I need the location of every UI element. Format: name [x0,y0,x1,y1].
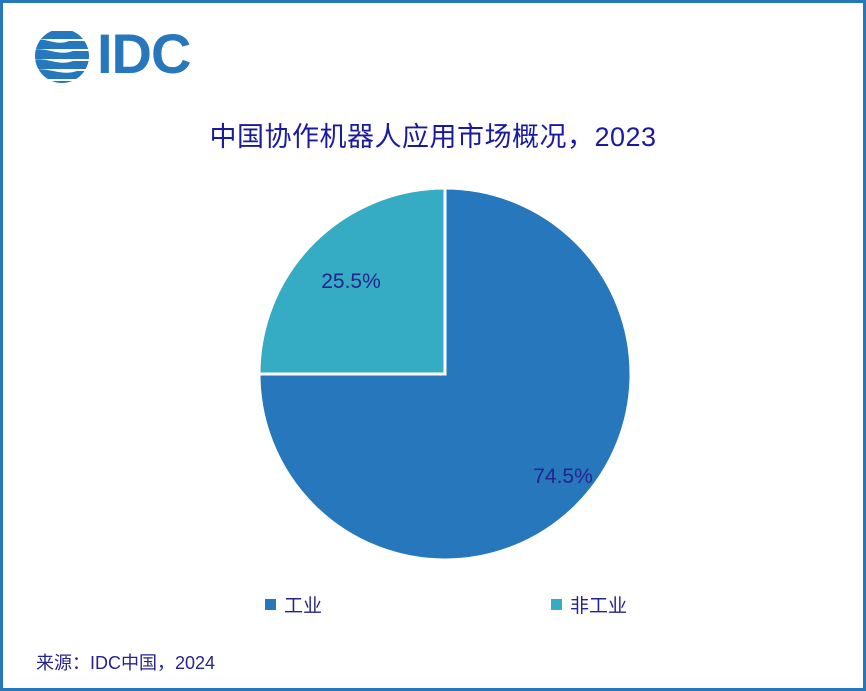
chart-plot-area: 25.5% 74.5% [3,173,863,573]
idc-logo: IDC [33,22,191,85]
pie-label-non-industrial: 25.5% [321,270,381,293]
legend-label-non-industrial: 非工业 [570,596,628,617]
legend-swatch-icon-non-industrial [551,599,562,610]
legend-label-industrial: 工业 [284,596,323,617]
legend-swatch-icon-industrial [265,599,276,610]
legend-item-non-industrial[interactable]: 非工业 [551,591,627,618]
legend-item-industrial[interactable]: 工业 [265,591,322,618]
pie-chart: 25.5% 74.5% [257,186,633,562]
pie-label-industrial: 74.5% [533,465,593,488]
chart-legend: 工业 非工业 [3,591,863,621]
idc-globe-icon [35,31,89,83]
idc-logo-text: IDC [97,22,191,85]
source-note: 来源：IDC中国，2024 [36,653,216,673]
chart-title: 中国协作机器人应用市场概况，2023 [209,122,657,152]
pie-chart-svg: 25.5% 74.5% [257,186,633,562]
pie-slice-non-industrial[interactable] [257,186,447,376]
